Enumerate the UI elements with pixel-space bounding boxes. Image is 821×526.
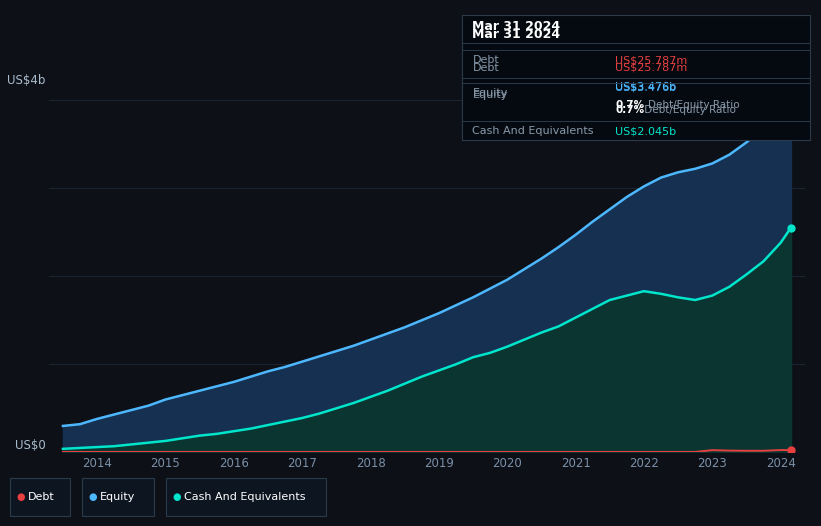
Text: Equity: Equity [472, 90, 508, 100]
Text: ●: ● [172, 492, 181, 502]
Text: Cash And Equivalents: Cash And Equivalents [184, 492, 305, 502]
Text: US$2.045b: US$2.045b [615, 126, 677, 136]
Text: Cash And Equivalents: Cash And Equivalents [472, 126, 594, 136]
Text: Debt/Equity Ratio: Debt/Equity Ratio [649, 100, 740, 110]
Text: Debt: Debt [472, 55, 499, 65]
Text: US$4b: US$4b [7, 74, 45, 87]
Text: Equity: Equity [100, 492, 135, 502]
Text: 0.7%: 0.7% [615, 105, 644, 115]
Text: ●: ● [89, 492, 97, 502]
Text: US$3.476b: US$3.476b [615, 82, 677, 92]
Text: Debt: Debt [472, 63, 499, 73]
Text: Debt: Debt [28, 492, 55, 502]
Text: US$25.787m: US$25.787m [615, 63, 687, 73]
Text: US$25.787m: US$25.787m [615, 55, 687, 65]
Text: Mar 31 2024: Mar 31 2024 [472, 20, 561, 33]
Text: Debt/Equity Ratio: Debt/Equity Ratio [641, 105, 736, 115]
Text: ●: ● [16, 492, 25, 502]
Text: 0.7%: 0.7% [615, 100, 644, 110]
Text: Mar 31 2024: Mar 31 2024 [472, 28, 561, 42]
Text: US$3.476b: US$3.476b [615, 83, 677, 93]
Text: Equity: Equity [472, 87, 508, 97]
Text: US$0: US$0 [15, 439, 45, 452]
